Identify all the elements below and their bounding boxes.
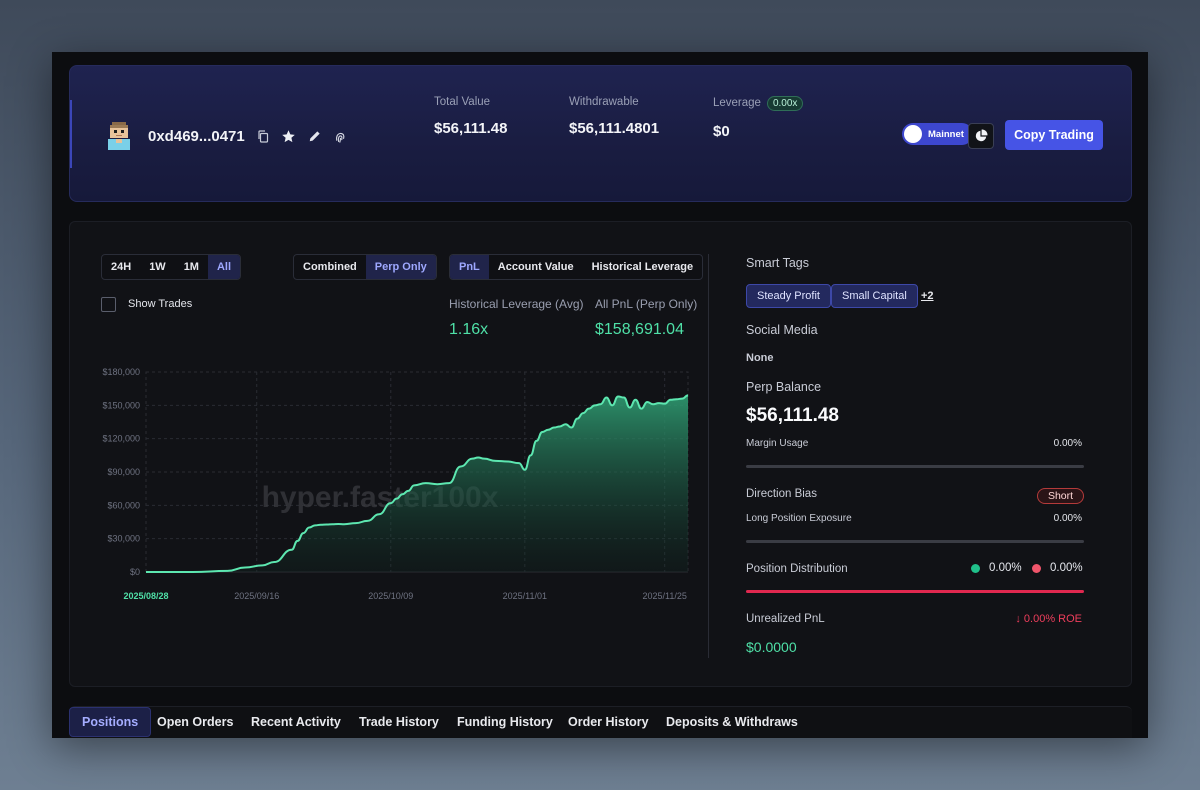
tab-positions[interactable]: Positions (69, 707, 152, 737)
edit-pencil-icon[interactable] (307, 128, 323, 144)
app-window: 0xd469...0471 Total Value $56,111.48 Wit… (52, 52, 1148, 738)
x-tick-label: 2025/09/16 (234, 591, 279, 601)
range-all[interactable]: All (207, 255, 241, 279)
star-icon[interactable] (281, 128, 297, 144)
long-dot (971, 564, 980, 573)
panel-divider (708, 254, 709, 658)
toggle-knob (904, 125, 922, 143)
hist-leverage-value: 1.16x (449, 321, 489, 338)
pnl-area (146, 395, 688, 572)
leverage-value: $0 (713, 123, 730, 140)
margin-usage-bar (746, 465, 1084, 468)
long-exposure-label: Long Position Exposure (746, 513, 852, 524)
all-pnl-value: $158,691.04 (595, 321, 684, 338)
leverage-stat: Leverage 0.00x $0 (713, 96, 804, 140)
direction-badge: Short (1037, 488, 1084, 504)
range-1m[interactable]: 1M (183, 261, 199, 273)
wallet-header: 0xd469...0471 Total Value $56,111.48 Wit… (69, 65, 1132, 202)
show-trades-checkbox[interactable] (101, 297, 116, 312)
distribution-bar (746, 590, 1084, 593)
long-distribution-value: 0.00% (989, 562, 1022, 574)
portfolio-pie-button[interactable] (968, 123, 994, 149)
social-media-title: Social Media (746, 323, 818, 337)
social-media-value: None (746, 352, 774, 364)
range-1w[interactable]: 1W (149, 261, 166, 273)
leverage-label-row: Leverage 0.00x (713, 96, 804, 111)
x-tick-label: 2025/11/25 (642, 591, 686, 601)
exposure-bar (746, 540, 1084, 543)
x-tick-label: 2025/10/09 (368, 591, 413, 601)
margin-usage-label: Margin Usage (746, 438, 809, 449)
margin-usage-value: 0.00% (1053, 438, 1082, 449)
total-value-label: Total Value (434, 96, 491, 108)
pnl-line (146, 394, 689, 573)
header-accent (70, 100, 72, 168)
pie-chart-icon (975, 129, 988, 142)
unrealized-pnl-value: $0.0000 (746, 639, 797, 655)
total-value: $56,111.48 (434, 120, 508, 137)
withdrawable-stat: Withdrawable $56,111.4801 (569, 96, 659, 137)
withdrawable-label: Withdrawable (569, 96, 639, 108)
tab-order-history[interactable]: Order History (568, 715, 649, 729)
short-distribution-value: 0.00% (1050, 562, 1083, 574)
pnl-chart: hyper.faster100x $0$30,000$60,000$90,000… (102, 367, 689, 601)
tag-steady-profit[interactable]: Steady Profit (746, 284, 831, 308)
tab-deposits-withdraws[interactable]: Deposits & Withdraws (666, 715, 798, 729)
tab-funding-history[interactable]: Funding History (457, 715, 553, 729)
analytics-panel: 24H 1W 1M All Combined Perp Only PnL Acc… (69, 221, 1132, 687)
leverage-label: Leverage (713, 97, 761, 109)
tab-open-orders[interactable]: Open Orders (157, 715, 234, 729)
leverage-badge: 0.00x (766, 96, 804, 111)
perp-balance-value: $56,111.48 (746, 405, 839, 426)
y-tick-label: $180,000 (102, 367, 140, 377)
mode-perp-only[interactable]: Perp Only (365, 255, 436, 279)
y-tick-label: $90,000 (107, 467, 140, 477)
y-tick-label: $0 (130, 567, 140, 577)
tab-trade-history[interactable]: Trade History (359, 715, 439, 729)
x-tick-label: 2025/11/01 (503, 591, 547, 601)
wallet-identity: 0xd469...0471 (104, 120, 349, 152)
smart-tags-title: Smart Tags (746, 256, 809, 270)
time-range-selector: 24H 1W 1M All (101, 254, 242, 280)
avatar (108, 122, 130, 150)
range-24h[interactable]: 24H (111, 261, 132, 273)
position-distribution-title: Position Distribution (746, 563, 848, 575)
direction-bias-title: Direction Bias (746, 488, 817, 500)
short-dot (1032, 564, 1041, 573)
long-exposure-value: 0.00% (1053, 513, 1082, 524)
roe-value: ↓ 0.00% ROE (1015, 613, 1082, 625)
tab-recent-activity[interactable]: Recent Activity (251, 715, 341, 729)
metric-account-value[interactable]: Account Value (497, 261, 574, 273)
all-pnl-label: All PnL (Perp Only) (595, 297, 698, 311)
tabs-bar (69, 706, 1132, 738)
unrealized-pnl-title: Unrealized PnL (746, 613, 825, 625)
perp-balance-title: Perp Balance (746, 380, 822, 394)
copy-icon[interactable] (255, 128, 271, 144)
show-trades-label: Show Trades (128, 298, 193, 310)
copy-trading-button[interactable]: Copy Trading (1005, 120, 1103, 150)
hist-leverage-label: Historical Leverage (Avg) (449, 297, 584, 311)
network-toggle[interactable]: Mainnet (902, 123, 973, 145)
y-tick-label: $150,000 (102, 400, 140, 410)
total-value-stat: Total Value $56,111.48 (434, 96, 507, 137)
mode-combined[interactable]: Combined (303, 261, 357, 273)
metric-selector: PnL Account Value Historical Leverage (449, 254, 704, 280)
y-tick-label: $60,000 (107, 500, 140, 510)
more-tags-link[interactable]: +2 (921, 290, 934, 302)
metric-historical-leverage[interactable]: Historical Leverage (591, 261, 694, 273)
metric-pnl[interactable]: PnL (450, 255, 489, 279)
y-tick-label: $120,000 (102, 434, 140, 444)
fingerprint-icon[interactable] (333, 128, 349, 144)
tag-small-capital[interactable]: Small Capital (831, 284, 918, 308)
x-tick-label: 2025/08/28 (123, 591, 168, 601)
withdrawable-value: $56,111.4801 (569, 120, 660, 137)
wallet-address: 0xd469...0471 (148, 127, 245, 145)
network-toggle-label: Mainnet (928, 128, 964, 140)
mode-selector: Combined Perp Only (293, 254, 437, 280)
y-tick-label: $30,000 (107, 534, 140, 544)
